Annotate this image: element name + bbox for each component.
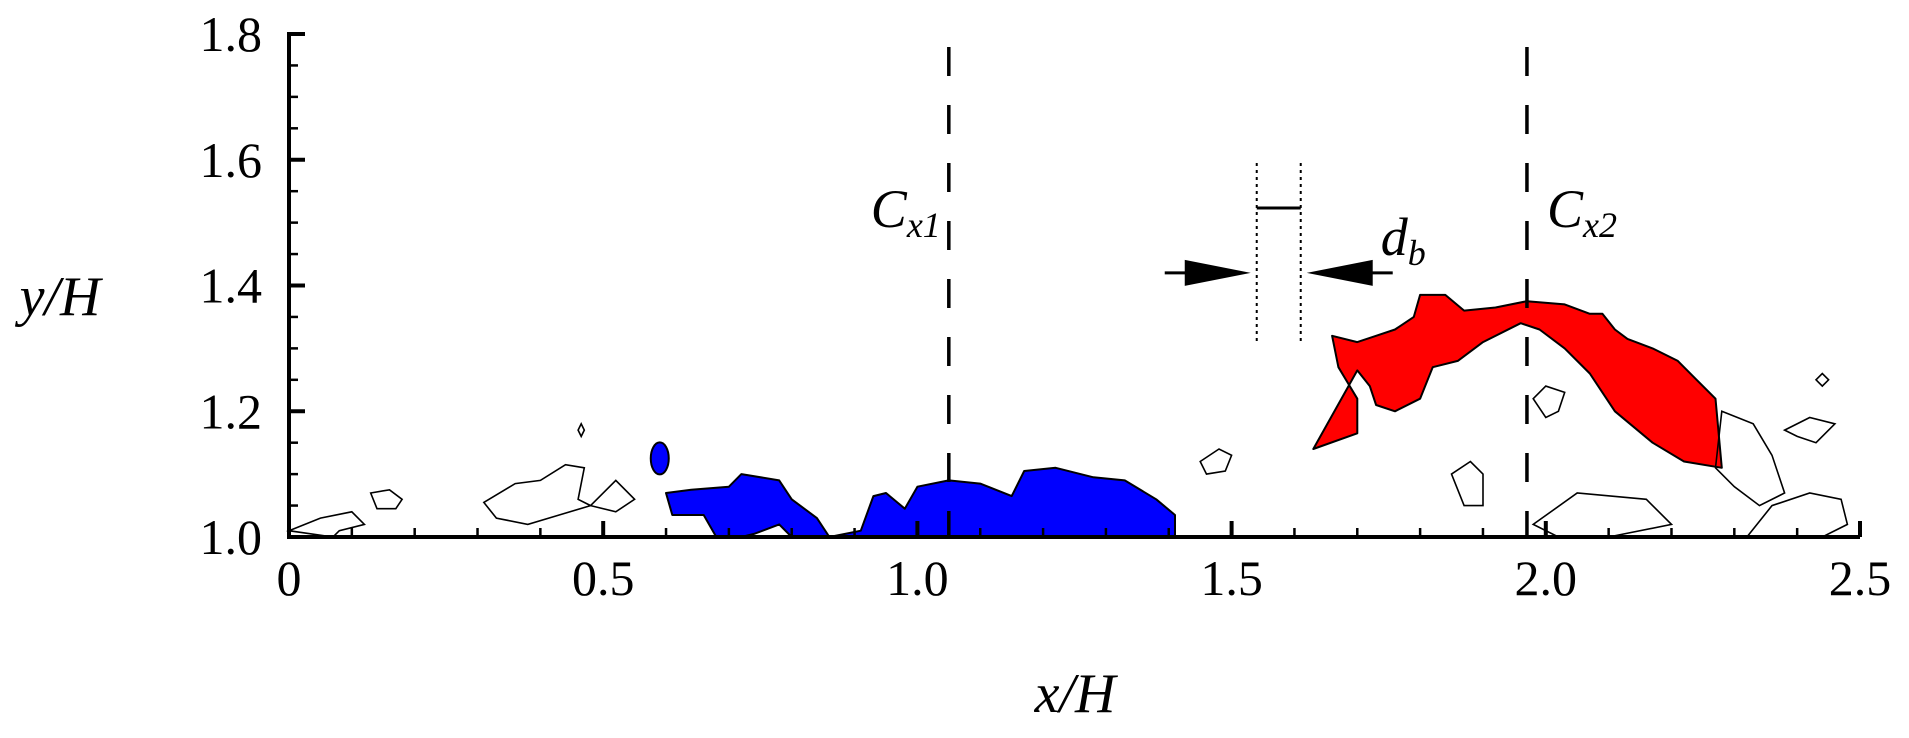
negative-structure [665,466,1176,538]
contour-outline [1532,385,1566,419]
contour-outline [1531,492,1674,538]
x-tick-label: 2.0 [1515,550,1578,606]
label-subscript: b [1408,233,1426,273]
annotations: Cx1 Cx2 db [871,47,1617,537]
contour-outline [577,421,586,439]
arrow-left-icon [1306,259,1373,286]
label-Cx2: Cx2 [1547,179,1617,245]
contour-lines [285,372,1849,538]
y-tick-label: 1.8 [200,6,263,62]
contour-outline [1814,372,1830,388]
y-tick-label: 1.0 [200,509,263,565]
x-tick-label: 2.5 [1829,550,1892,606]
negative-blob-small [649,441,670,476]
contour-outline [1199,448,1233,475]
label-subscript: x1 [906,205,941,245]
label-db: db [1381,207,1426,273]
positive-structure [1312,293,1723,469]
y-tick-label: 1.4 [200,258,263,314]
arrow-right-icon [1184,259,1251,286]
x-tick-label: 1.5 [1200,550,1263,606]
label-subscript: x2 [1582,205,1617,245]
y-tick-label: 1.2 [200,383,263,439]
contour-outline [1450,460,1484,507]
axes: 1.0 1.2 1.4 1.6 1.8 0 0.5 1.0 1.5 2.0 2.5 [200,6,1892,606]
x-tick-label: 1.0 [886,550,949,606]
contour-outline [1782,416,1837,444]
x-tick-label: 0.5 [572,550,635,606]
y-axis-label: y/H [15,266,103,328]
label-Cx1: Cx1 [871,179,941,245]
contour-outline [589,479,636,513]
vortex-regions [649,293,1723,538]
contour-outline [482,463,593,526]
x-axis-label: x/H [1034,663,1118,725]
contour-outline [369,488,404,510]
y-tick-label: 1.6 [200,132,263,188]
contour-outline [1714,410,1786,507]
x-tick-label: 0 [277,550,302,606]
